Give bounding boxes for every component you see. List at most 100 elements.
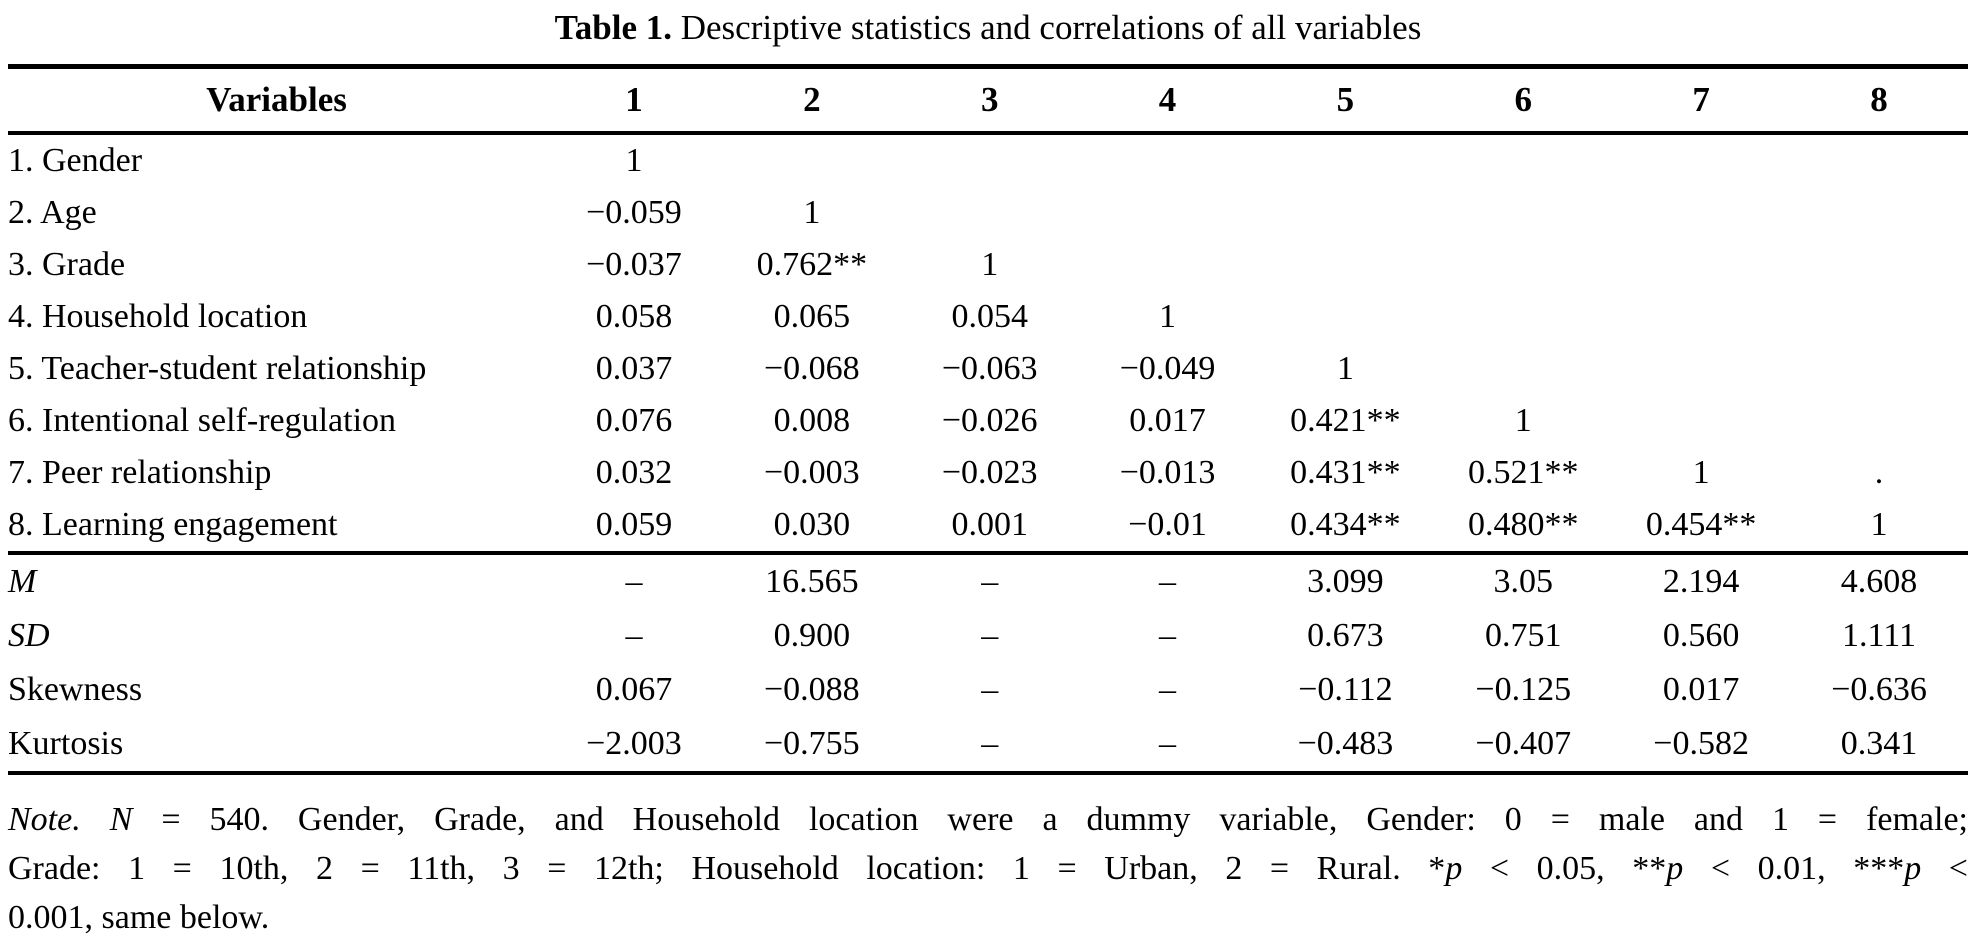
cell: 1 [1336, 350, 1354, 387]
cell: 0.900 [773, 617, 851, 654]
note-segment-italic: N [109, 801, 133, 838]
cell: 0.065 [773, 298, 851, 335]
cell [1256, 133, 1434, 187]
cell: 0.480** [1468, 506, 1579, 543]
note-segment: Grade: 1 = 10th, 2 = 11th, 3 = 12th; Hou… [8, 850, 1446, 887]
note-line: Note. N = 540. Gender, Grade, and Househ… [8, 795, 1968, 844]
cell: 0.454** [1645, 506, 1757, 543]
cell [1612, 239, 1790, 291]
cell: 1 [625, 142, 643, 179]
column-header-5: 5 [1336, 80, 1355, 119]
column-header-variables: Variables [206, 80, 347, 119]
cell: – [1159, 671, 1177, 708]
cell: 0.058 [595, 298, 673, 335]
cell: 0.001 [951, 506, 1028, 543]
cell: 1 [1870, 506, 1888, 543]
cell: 0.341 [1840, 725, 1918, 762]
cell: −0.112 [1298, 671, 1393, 708]
cell: 0.076 [595, 402, 673, 439]
table-row: 8. Learning engagement 0.059 0.030 0.001 −0.… [8, 499, 1968, 553]
cell: −0.636 [1831, 671, 1927, 708]
cell: −0.407 [1475, 725, 1572, 762]
table-note: Note. N = 540. Gender, Grade, and Househ… [8, 795, 1968, 942]
cell: 1 [1692, 454, 1710, 491]
cell [1790, 291, 1968, 343]
cell [1790, 187, 1968, 239]
cell: −0.037 [586, 246, 682, 283]
cell [901, 187, 1079, 239]
cell: – [1159, 725, 1177, 762]
cell: −0.088 [763, 671, 860, 708]
row-label: 7. Peer relationship [8, 454, 272, 491]
cell [1434, 343, 1612, 395]
cell: – [981, 671, 999, 708]
table-row: 4. Household location 0.058 0.065 0.054 1 [8, 291, 1968, 343]
cell: −0.755 [763, 725, 860, 762]
cell [1079, 187, 1257, 239]
row-label: M [8, 563, 37, 600]
cell: −0.023 [941, 454, 1038, 491]
cell: −0.063 [941, 350, 1038, 387]
stats-row: Skewness 0.067 −0.088 – – −0.112 −0.125 0.017 −0… [8, 663, 1968, 717]
note-segment: < [1921, 850, 1968, 887]
cell: 0.673 [1307, 617, 1384, 654]
cell: −0.483 [1297, 725, 1394, 762]
cell: 0.017 [1662, 671, 1740, 708]
table-row: 2. Age −0.059 1 [8, 187, 1968, 239]
cell: −0.059 [586, 194, 682, 231]
cell [1790, 239, 1968, 291]
cell: −0.049 [1119, 350, 1216, 387]
cell [1256, 291, 1434, 343]
cell: 0.059 [595, 506, 673, 543]
row-label: 5. Teacher-student relationship [8, 350, 427, 387]
table-title-label: Table 1. [554, 8, 672, 47]
cell [1434, 187, 1612, 239]
cell: −0.003 [763, 454, 860, 491]
cell [1790, 395, 1968, 447]
cell: 0.521** [1468, 454, 1579, 491]
column-header-8: 8 [1870, 80, 1888, 119]
column-header-7: 7 [1692, 80, 1710, 119]
table-row: 5. Teacher-student relationship 0.037 −0.0… [8, 343, 1968, 395]
column-header-4: 4 [1158, 80, 1177, 119]
note-segment: < 0.01, *** [1683, 850, 1905, 887]
cell: 16.565 [765, 563, 859, 600]
table-header: Variables 1 2 3 4 5 6 7 8 [8, 66, 1968, 133]
table-row: 6. Intentional self-regulation 0.076 0.008… [8, 395, 1968, 447]
cell: – [1159, 563, 1177, 600]
cell: 0.037 [595, 350, 673, 387]
cell [1434, 239, 1612, 291]
table-title: Table 1. Descriptive statistics and corr… [8, 6, 1968, 50]
cell: 0.751 [1485, 617, 1562, 654]
cell: 0.030 [773, 506, 851, 543]
cell: 1 [803, 194, 821, 231]
cell: – [625, 617, 643, 654]
cell [1790, 343, 1968, 395]
cell: 0.008 [773, 402, 851, 439]
cell: −0.125 [1475, 671, 1572, 708]
cell: . [1874, 454, 1884, 491]
note-segment: = 540. Gender, Grade, and Household loca… [132, 801, 1969, 838]
cell: −0.01 [1128, 506, 1207, 543]
cell [1079, 239, 1257, 291]
cell: 0.017 [1129, 402, 1206, 439]
row-label: 2. Age [8, 194, 97, 231]
stats-row: SD – 0.900 – – 0.673 0.751 0.560 1.111 [8, 609, 1968, 663]
note-segment: < 0.05, ** [1462, 850, 1667, 887]
cell [1079, 133, 1257, 187]
row-label: 3. Grade [8, 246, 126, 283]
cell: 3.05 [1493, 563, 1554, 600]
cell [1256, 239, 1434, 291]
column-header-1: 1 [625, 80, 643, 119]
note-segment-italic: p [1445, 850, 1463, 887]
cell: 0.434** [1290, 506, 1401, 543]
cell: 1 [1514, 402, 1532, 439]
stats-row: M – 16.565 – – 3.099 3.05 2.194 4.608 [8, 553, 1968, 609]
table-row: 7. Peer relationship 0.032 −0.003 −0.023 −0.… [8, 447, 1968, 499]
cell: −0.068 [763, 350, 860, 387]
cell [1790, 133, 1968, 187]
correlation-table: Variables 1 2 3 4 5 6 7 8 1. Gender 1 2. Age −0.059… [8, 64, 1968, 775]
note-segment-italic: p [1666, 850, 1684, 887]
cell: 1 [1159, 298, 1177, 335]
